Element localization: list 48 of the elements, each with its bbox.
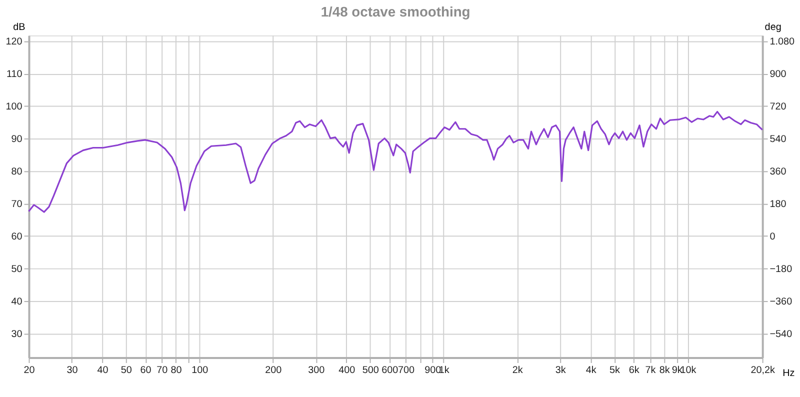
y-tick-label: 70 [11,199,23,210]
x-tick-label: 40 [97,364,109,376]
y-tick-label: 80 [11,166,23,178]
y2-tick-label: −360 [770,296,793,308]
x-tick-label: 5k [610,364,620,376]
y2-tick-label: 540 [770,134,787,146]
x-tick-label: 80 [170,364,182,376]
x-tick-label: 7k [645,364,656,376]
y2-tick-label: 0 [770,232,776,243]
x-tick-label: 200 [265,364,282,376]
x-tick-label: 6k [628,364,640,376]
y2-tick-label: −540 [770,329,793,340]
y-tick-label: 50 [11,264,23,276]
x-tick-label: 500 [362,364,380,376]
y2-axis-title: deg [764,22,782,33]
x-tick-label: 4k [586,364,596,376]
x-tick-label: 2k [512,364,523,376]
y2-tick-label: 180 [770,199,787,210]
x-tick-label: 70 [156,364,168,376]
y2-tick-label: −180 [770,264,793,276]
x-tick-label: 600 [382,364,399,376]
y-tick-label: 60 [11,232,23,243]
y-tick-label: 110 [6,69,23,80]
x-axis-title: Hz [782,368,795,379]
y2-tick-label: 360 [770,166,787,178]
x-tick-label: 10k [680,364,696,376]
x-tick-label: 20,2k [750,364,775,376]
x-tick-label: 400 [338,364,356,376]
y-axis-title: dB [13,22,26,33]
x-tick-label: 100 [192,364,209,376]
y-tick-label: 30 [11,328,23,340]
y2-tick-label: 1.080 [770,36,796,48]
x-tick-label: 50 [120,364,132,376]
x-tick-label: 8k [659,364,670,376]
y-tick-label: 120 [6,36,23,48]
y2-tick-label: 720 [770,102,787,113]
chart-title: 1/48 octave smoothing [320,4,470,20]
x-tick-label: 3k [555,364,566,376]
y2-tick-label: 900 [770,69,787,80]
x-tick-label: 20 [24,364,36,376]
y-tick-label: 90 [11,134,23,146]
x-tick-label: 9k [672,364,682,376]
x-tick-label: 300 [308,364,326,376]
x-tick-label: 700 [398,364,416,376]
y-tick-label: 40 [11,296,23,308]
x-tick-label: 30 [66,364,78,376]
y-tick-label: 100 [6,102,23,113]
x-tick-label: 60 [140,364,152,376]
